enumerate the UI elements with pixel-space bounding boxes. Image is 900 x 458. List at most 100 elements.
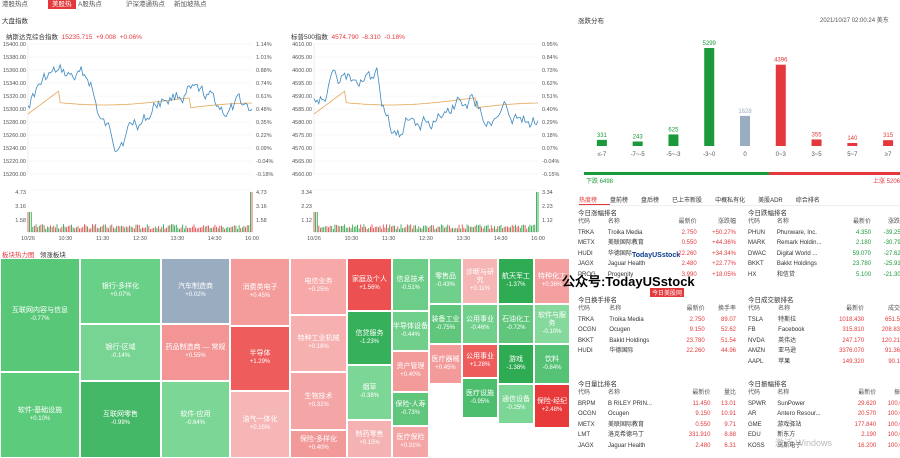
rank-tab-ipo[interactable]: 已上市新股 <box>672 198 703 204</box>
heatmap-cell[interactable]: 软件-基础设施 +0.10% <box>0 372 80 458</box>
rank-cell: SPWR <box>748 400 766 407</box>
rank-tab-private[interactable]: 中概私有化 <box>715 198 746 204</box>
rank-tab-overall[interactable]: 综合排名 <box>795 198 820 204</box>
rank-row[interactable]: DWAC Digital World ... 59.070 -27.62% <box>748 249 900 260</box>
rank-cell: Jaguar Health <box>607 261 646 267</box>
tab-connect[interactable]: 沪深港通热点 <box>126 1 165 8</box>
rank-cell: JAGX <box>578 442 594 449</box>
heatmap-cell[interactable]: 电信业务 +0.25% <box>290 258 347 315</box>
rank-row[interactable]: LMT 洛克希德马丁 331.910 8.88 <box>578 430 738 441</box>
heatmap-cell[interactable]: 保险-经纪 +2.48% <box>534 384 570 428</box>
heatmap-cell[interactable]: 资产管理 +0.40% <box>392 351 429 392</box>
heatmap-cell[interactable]: 公用事业 +1.28% <box>462 344 498 378</box>
heatmap-cell[interactable]: 保险-多样化 +0.40% <box>290 430 347 458</box>
heatmap-cell[interactable]: 保险-人寿 -0.73% <box>392 392 429 426</box>
heatmap-cell[interactable]: 制药零售 +0.15% <box>347 420 392 458</box>
rank-row[interactable]: TSLA 特斯拉 1018.430 651.5亿 <box>748 315 900 326</box>
heatmap-cell[interactable]: 诊断与研究 +0.11% <box>462 258 498 304</box>
heatmap-cell[interactable]: 汽车制造商 +0.02% <box>161 258 230 324</box>
rank-row[interactable]: MARK Remark Holdin... 2.180 -30.79% <box>748 238 900 249</box>
rank-row[interactable]: PROG Progenity 3.990 +18.05% <box>578 270 738 281</box>
rank-row[interactable]: BRPM B RILEY PRIN... 11.450 13.01 <box>578 399 738 410</box>
heatmap-cell[interactable]: 家庭及个人 +1.56% <box>347 258 392 311</box>
dist-datetime: 2021/10/27 02:00:24 美东 <box>820 18 889 24</box>
rank-row[interactable]: BKKT Bakkt Holdings 23.780 51.54 <box>578 336 738 347</box>
heatmap-cell[interactable]: 装备工业 -0.75% <box>429 304 462 344</box>
heatmap-cell[interactable]: 信贷服务 -1.23% <box>347 311 392 365</box>
tab-sg[interactable]: 新加坡热点 <box>174 1 207 8</box>
rank-row[interactable]: KOSS 高斯电子 16.200 100.00 <box>748 441 900 452</box>
rank-tab-post[interactable]: 盘后榜 <box>641 198 660 204</box>
heatmap-cell[interactable]: 软件-应用 -0.64% <box>161 381 230 458</box>
rank-row[interactable]: SPWR SunPower 29.620 100.00 <box>748 399 900 410</box>
heatmap-cell[interactable]: 游戏 -1.38% <box>498 344 534 384</box>
rank-row[interactable]: TRKA Troika Media 2.750 89.07 <box>578 315 738 326</box>
rank-row[interactable]: OCGN Ocugen 9.150 52.62 <box>578 325 738 336</box>
heatmap-cell[interactable]: 医疗器械 +0.45% <box>429 344 462 384</box>
rank-row[interactable]: METX 美联国际教育 0.550 +44.36% <box>578 238 738 249</box>
heatmap-cell[interactable]: 互联网零售 -0.99% <box>80 381 161 458</box>
heatmap-cell[interactable]: 消费类电子 +0.45% <box>230 258 290 326</box>
heatmap-cell[interactable]: 医疗保险 +0.31% <box>392 426 429 458</box>
rank-row[interactable]: AAPL 苹果 149.320 90.1亿 <box>748 357 900 368</box>
sp500-ptick: 0.40% <box>542 107 558 113</box>
tab-hk[interactable]: 港股热点 <box>2 1 28 8</box>
rank-row[interactable]: FB Facebook 315.810 208.83亿 <box>748 325 900 336</box>
heatmap-cell-name: 饮料 <box>545 355 559 363</box>
rank-row[interactable]: JAGX Jaguar Health 2.480 6.31 <box>578 441 738 452</box>
heatmap-cell[interactable]: 航天军工 -1.37% <box>498 258 534 304</box>
rank-table: 代码 名称 最新价 涨跌幅 PHUN Phunware, Inc. 4.350 -39.25%… <box>748 217 900 280</box>
heatmap-cell[interactable]: 信息技术 -0.51% <box>392 258 429 311</box>
heatmap-cell[interactable]: 互联网内容与信息 -0.77% <box>0 258 80 372</box>
rank-row[interactable]: EDU 新东方 2.190 100.00 <box>748 430 900 441</box>
rank-row[interactable]: AR Antero Resour... 20.570 100.00 <box>748 409 900 420</box>
sp500-vol-tick-r: 1.12 <box>542 218 553 224</box>
tab-leading[interactable]: 领涨板块 <box>39 252 66 259</box>
rank-row[interactable]: OCGN Ocugen 9.150 10.91 <box>578 409 738 420</box>
rank-panel-title: 今日振幅排名 <box>748 381 787 388</box>
heatmap-cell[interactable]: 特种化工 +0.36% <box>534 258 570 304</box>
heatmap-cell[interactable]: 银行-区域 -0.14% <box>80 324 161 381</box>
heatmap-cell[interactable]: 特种工业机械 +0.18% <box>290 315 347 372</box>
sp500-header[interactable]: 标普500指数 4574.790 -8.310 -0.18% <box>291 31 405 41</box>
rank-tab-adr[interactable]: 美股ADR <box>758 198 783 204</box>
rank-row[interactable]: JAGX Jaguar Health 2.480 +22.77% <box>578 259 738 270</box>
rank-row[interactable]: HUDI 华德国际 22.260 44.96 <box>578 346 738 357</box>
nasdaq-header[interactable]: 纳斯达克综合指数 15235.715 +9.008 +0.06% <box>6 31 142 41</box>
heatmap-cell[interactable]: 烟草 -0.38% <box>347 365 392 420</box>
heatmap-cell[interactable]: 生物技术 +0.31% <box>290 372 347 430</box>
heatmap-cell[interactable]: 软件与服务 -0.10% <box>534 304 570 344</box>
dist-bar-label: ≤-7 <box>598 152 607 158</box>
heatmap-cell[interactable]: 饮料 -0.84% <box>534 344 570 384</box>
rank-row[interactable]: AMZN 亚马逊 3376.070 91.36亿 <box>748 346 900 357</box>
heatmap-cell[interactable]: 医疗设施 -0.95% <box>462 378 498 418</box>
rank-row[interactable]: HUDI 华德国际 22.260 +34.34% <box>578 249 738 260</box>
rank-row[interactable]: BKKT Bakkt Holdings 23.780 -25.91% <box>748 259 900 270</box>
rank-row[interactable]: GME 游戏驿站 177.840 100.00 <box>748 420 900 431</box>
heatmap-cell[interactable]: 通信设备 -0.25% <box>498 384 534 424</box>
nasdaq-ytick: 15280.00 <box>3 120 26 126</box>
heatmap-cell[interactable]: 石油化工 -0.72% <box>498 304 534 344</box>
rank-row[interactable]: TRKA Troika Media 2.750 +50.27% <box>578 228 738 239</box>
heatmap-cell[interactable]: 药品制造商 — 常规 +0.55% <box>161 324 230 381</box>
rank-cell: 5.100 <box>856 271 872 278</box>
heatmap-cell[interactable]: 银行-多样化 +0.07% <box>80 258 161 324</box>
tab-us[interactable]: 美股热点 <box>48 0 76 17</box>
rank-tab-pre[interactable]: 盘前榜 <box>610 198 629 204</box>
heatmap-cell[interactable]: 零售品 -0.43% <box>429 258 462 304</box>
tab-heatmap[interactable]: 板块热力图 <box>2 252 35 259</box>
rank-row[interactable]: NVDA 英伟达 247.170 120.21亿 <box>748 336 900 347</box>
rank-cell: 和信贷 <box>776 271 795 278</box>
rank-row[interactable]: HX 和信贷 5.100 -21.30% <box>748 270 900 281</box>
heatmap-cell[interactable]: 油气一体化 +0.15% <box>230 391 290 458</box>
rank-row[interactable]: METX 美联国际教育 0.550 9.71 <box>578 420 738 431</box>
heatmap-cell[interactable]: 公用事业 -0.46% <box>462 304 498 344</box>
tab-a[interactable]: A股热点 <box>78 1 102 8</box>
nasdaq-ytick: 15360.00 <box>3 68 26 74</box>
rank-row[interactable]: PHUN Phunware, Inc. 4.350 -39.25% <box>748 228 900 239</box>
heatmap-cell[interactable]: 半导体设备 -0.44% <box>392 311 429 351</box>
heatmap-cell[interactable]: 半导体 +1.29% <box>230 326 290 391</box>
rank-col-header: 换手率 <box>717 306 736 312</box>
rank-tab-hot[interactable]: 热度榜 <box>579 198 611 205</box>
